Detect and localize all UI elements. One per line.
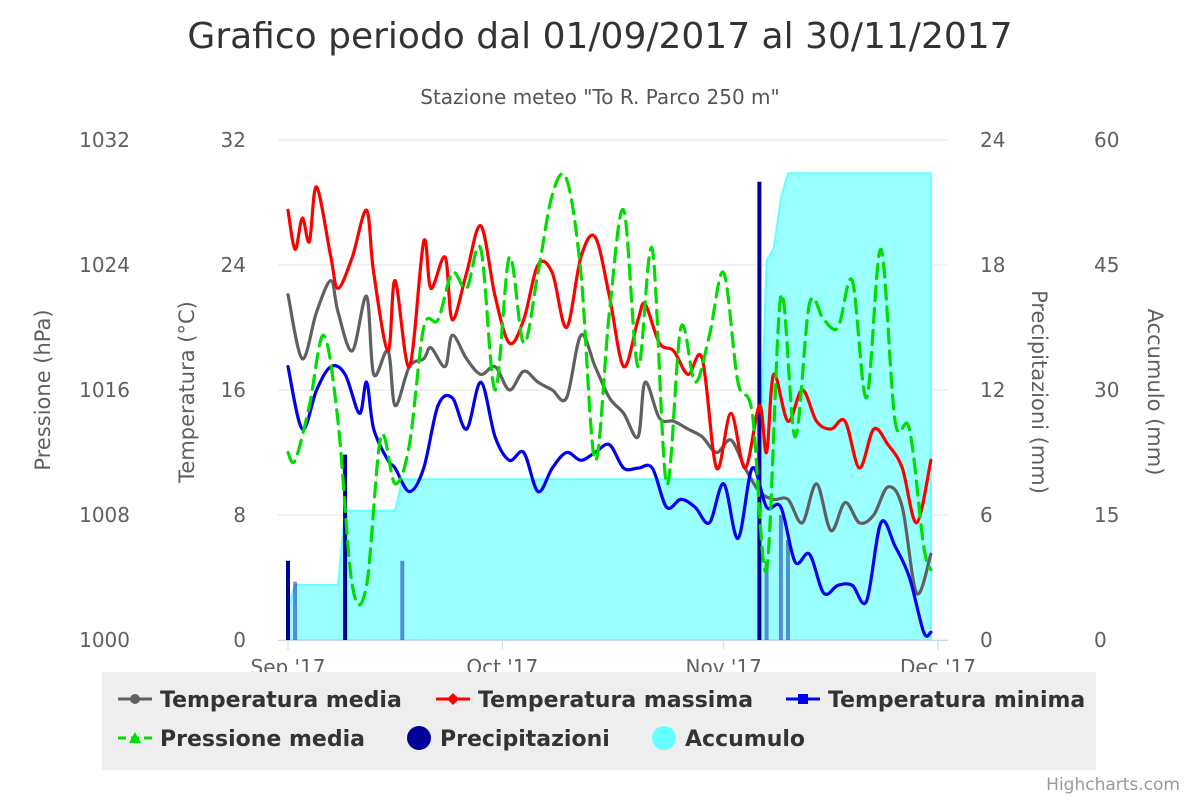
legend-item-temperatura-minima[interactable]: Temperatura minima: [786, 688, 1085, 713]
legend-marker-circle: [407, 726, 431, 750]
accumulation-tick-label: 60: [1094, 128, 1119, 152]
temperature-tick-label: 8: [233, 503, 246, 527]
precipitazioni-bar[interactable]: [757, 181, 762, 640]
pressione-media-line[interactable]: [286, 172, 933, 607]
highcharts-credits-link[interactable]: Highcharts.com: [1046, 775, 1180, 795]
legend-marker-circle: [130, 694, 140, 704]
legend-label: Pressione media: [160, 727, 365, 752]
precipitation-tick-label: 24: [980, 128, 1005, 152]
pressure-axis-title: Pressione (hPa): [31, 309, 55, 470]
legend-item-accumulo[interactable]: Accumulo: [652, 726, 805, 752]
temperature-axis-title: Temperatura (°C): [175, 301, 199, 484]
legend-marker-square: [798, 694, 808, 704]
pressure-tick-label: 1008: [79, 503, 130, 527]
precipitazioni-columns-layer: [286, 181, 790, 640]
legend-box: [102, 672, 1096, 770]
legend: Temperatura media Temperatura massima Temp…: [102, 672, 1096, 770]
temperature-tick-label: 16: [221, 378, 246, 402]
accumulation-tick-label: 0: [1094, 628, 1107, 652]
precipitazioni-bar[interactable]: [343, 454, 348, 640]
legend-label: Temperatura minima: [828, 688, 1085, 713]
chart-subtitle: Stazione meteo "To R. Parco 250 m": [420, 85, 779, 109]
legend-label: Temperatura media: [160, 688, 402, 713]
precipitazioni-bar[interactable]: [293, 581, 298, 640]
precipitation-axis-title: Precipitazioni (mm): [1027, 290, 1051, 494]
legend-item-pressione-media[interactable]: Pressione media: [118, 727, 365, 752]
accumulation-tick-label: 15: [1094, 503, 1119, 527]
precipitation-tick-label: 18: [980, 253, 1005, 277]
precipitazioni-bar[interactable]: [764, 560, 769, 640]
legend-marker-circle: [652, 726, 676, 750]
temperatura-minima-line[interactable]: [286, 364, 933, 638]
precipitation-tick-label: 0: [980, 628, 993, 652]
legend-items: Temperatura media Temperatura massima Temp…: [118, 688, 1085, 752]
accumulation-tick-label: 45: [1094, 253, 1119, 277]
legend-marker-triangle: [129, 732, 141, 743]
temperature-tick-label: 32: [221, 128, 246, 152]
accumulation-tick-label: 30: [1094, 378, 1119, 402]
precipitazioni-bar[interactable]: [286, 560, 290, 640]
pressure-tick-label: 1016: [79, 378, 130, 402]
precipitation-tick-label: 6: [980, 503, 993, 527]
precipitation-tick-label: 12: [980, 378, 1005, 402]
legend-label: Temperatura massima: [478, 688, 753, 713]
legend-item-temperatura-media[interactable]: Temperatura media: [118, 688, 402, 713]
legend-marker-diamond: [447, 693, 459, 705]
temperature-lines-layer: [286, 172, 933, 638]
temperature-tick-label: 0: [233, 628, 246, 652]
pressure-tick-label: 1024: [79, 253, 130, 277]
precipitazioni-bar[interactable]: [400, 560, 405, 640]
accumulation-axis-title: Accumulo (mm): [1143, 309, 1167, 476]
legend-item-precipitazioni[interactable]: Precipitazioni: [407, 726, 610, 752]
legend-label: Accumulo: [685, 727, 805, 752]
temperature-tick-label: 24: [221, 253, 246, 277]
pressure-tick-label: 1032: [79, 128, 130, 152]
chart-title: Grafico periodo dal 01/09/2017 al 30/11/…: [187, 16, 1012, 57]
legend-item-temperatura-massima[interactable]: Temperatura massima: [436, 688, 753, 713]
legend-label: Precipitazioni: [440, 727, 610, 752]
pressure-tick-label: 1000: [79, 628, 130, 652]
precipitazioni-bar[interactable]: [786, 540, 790, 640]
precipitazioni-bar[interactable]: [778, 515, 783, 640]
